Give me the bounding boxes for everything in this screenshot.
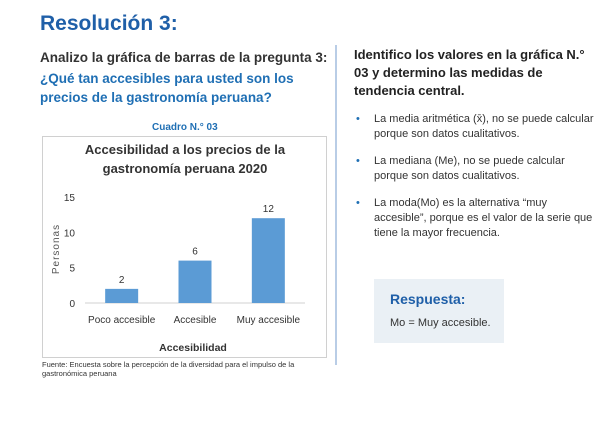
bullet-icon: • xyxy=(356,113,360,125)
bar-chart: Accesibilidad a los precios de la gastro… xyxy=(51,142,305,354)
answer-text: Mo = Muy accesible. xyxy=(390,317,491,329)
question-intro: Analizo la gráfica de barras de la pregu… xyxy=(40,50,328,65)
y-tick-label: 5 xyxy=(69,264,75,275)
y-ticks: 0 5 10 15 xyxy=(64,193,76,310)
chart-title-line1: Accesibilidad a los precios de la xyxy=(85,142,286,157)
source-note: Fuente: Encuesta sobre la percepción de … xyxy=(42,360,295,378)
chart-title-line2: gastronomía peruana 2020 xyxy=(103,161,268,176)
y-axis-label: Personas xyxy=(51,224,62,274)
right-heading: Identifico los valores en la gráfica N.°… xyxy=(354,47,585,98)
category-label: Accesible xyxy=(174,315,217,326)
y-tick-label: 10 xyxy=(64,228,76,239)
question-text: ¿Qué tan accesibles para usted son los p… xyxy=(40,71,294,105)
answer-title: Respuesta: xyxy=(390,291,466,307)
bullet-mean: • La media aritmética (x̄), no se puede c… xyxy=(356,113,594,140)
cuadro-label: Cuadro N.° 03 xyxy=(152,122,218,133)
category-label: Muy accesible xyxy=(237,315,301,326)
bullet-icon: • xyxy=(356,197,360,209)
category-label: Poco accesible xyxy=(88,315,156,326)
bar xyxy=(251,218,285,303)
y-tick-label: 0 xyxy=(69,299,75,310)
bullet-icon: • xyxy=(356,155,360,167)
bar-value-label: 2 xyxy=(119,275,125,286)
answer-box: Respuesta: Mo = Muy accesible. xyxy=(374,279,504,343)
x-axis-label: Accesibilidad xyxy=(159,342,227,354)
y-tick-label: 15 xyxy=(64,193,76,204)
page-title: Resolución 3: xyxy=(40,12,178,35)
column-divider xyxy=(335,45,337,365)
bullet-median: • La mediana (Me), no se puede calcular p… xyxy=(356,155,565,182)
bar xyxy=(178,260,212,303)
bars: 2 Poco accesible 6 Accesible 12 Muy accesible xyxy=(88,204,300,326)
bar-chart-frame: Accesibilidad a los precios de la gastro… xyxy=(42,136,327,358)
bullet-mode: • La moda(Mo) es la alternativa “muy acce… xyxy=(356,197,593,239)
bar xyxy=(105,288,139,303)
bullet-list: • La media aritmética (x̄), no se puede c… xyxy=(356,112,594,253)
bar-value-label: 12 xyxy=(263,204,275,215)
bar-value-label: 6 xyxy=(192,247,198,258)
